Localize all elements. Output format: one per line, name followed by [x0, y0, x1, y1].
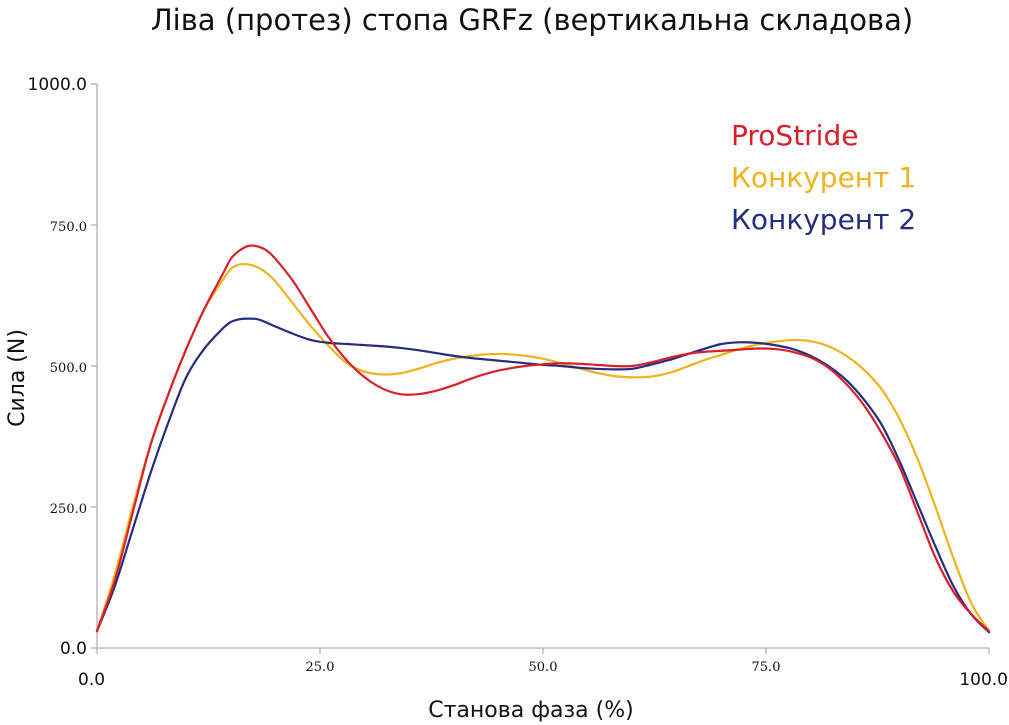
legend: ProStride Конкурент 1 Конкурент 2 [731, 119, 916, 236]
x-tick-label: 100.0 [959, 670, 1008, 690]
y-axis-label: Сила (N) [5, 329, 30, 427]
series-line-competitor-1 [95, 262, 991, 633]
x-tick-label: 25.0 [306, 660, 335, 675]
x-tick-label: 75.0 [752, 660, 781, 675]
legend-entry-competitor-1: Конкурент 1 [731, 161, 916, 194]
y-ticks: 0.0 250.0 500.0 750.0 1000.0 [28, 75, 97, 659]
y-tick-label: 0.0 [60, 639, 87, 659]
x-ticks: 0.0 25.0 50.0 75.0 100.0 [78, 648, 1008, 690]
series-line-competitor-2 [95, 317, 991, 634]
x-tick-label: 0.0 [78, 670, 105, 690]
y-tick-label: 750.0 [50, 220, 87, 235]
chart-title: Ліва (протез) стопа GRFz (вертикальна ск… [151, 3, 913, 37]
y-tick-label: 1000.0 [28, 75, 87, 95]
legend-entry-competitor-2: Конкурент 2 [731, 203, 916, 236]
x-tick-label: 50.0 [529, 660, 558, 675]
legend-entry-prostride: ProStride [731, 119, 858, 152]
x-axis-label: Станова фаза (%) [428, 698, 633, 723]
series-group [95, 244, 991, 634]
series-line-prostride [95, 244, 991, 633]
y-tick-label: 250.0 [50, 502, 87, 517]
y-tick-label: 500.0 [50, 361, 87, 376]
